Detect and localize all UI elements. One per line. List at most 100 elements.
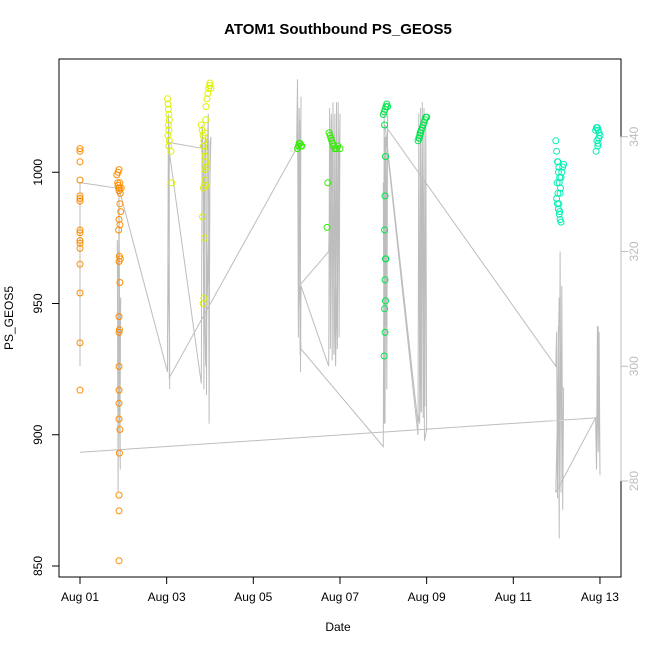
data-point — [76, 176, 84, 184]
y2-tick-label: 280 — [627, 471, 641, 491]
data-point — [168, 179, 176, 187]
x-tick-label: Aug 09 — [408, 590, 446, 604]
data-point — [381, 192, 389, 200]
data-point — [115, 313, 123, 321]
data-point — [202, 158, 210, 166]
data-point — [554, 189, 562, 197]
data-point — [592, 147, 600, 155]
data-point — [76, 229, 84, 237]
data-point — [206, 79, 214, 87]
data-point — [199, 300, 207, 307]
data-point — [556, 208, 564, 216]
data-point — [76, 237, 84, 244]
data-point — [115, 507, 123, 515]
data-point — [417, 126, 425, 134]
data-point — [165, 126, 173, 134]
data-point — [76, 239, 84, 247]
data-point — [197, 121, 205, 129]
x-tick-label: Aug 11 — [495, 590, 532, 604]
data-point — [76, 226, 84, 234]
data-point — [165, 111, 173, 118]
secondary-series-line — [79, 79, 601, 539]
data-point — [115, 226, 123, 234]
data-point — [553, 147, 561, 155]
data-point — [555, 210, 563, 218]
y-axis-label: PS_GEOS5 — [2, 286, 16, 350]
data-point — [116, 189, 124, 197]
x-tick-label: Aug 05 — [234, 590, 272, 604]
data-point — [76, 192, 84, 200]
data-point — [115, 491, 123, 499]
data-point — [382, 153, 389, 160]
data-point — [200, 294, 208, 302]
data-point — [553, 179, 561, 187]
data-point — [323, 223, 331, 231]
data-point — [381, 305, 389, 313]
data-point — [552, 137, 560, 145]
y-axis: 850 900 950 1000 — [31, 159, 60, 576]
y-tick-label: 900 — [31, 424, 45, 444]
y-tick-label: 850 — [31, 556, 45, 576]
data-point — [115, 399, 123, 407]
data-point — [76, 147, 84, 155]
data-point — [298, 142, 306, 150]
data-point — [380, 352, 388, 360]
data-point — [116, 426, 124, 433]
data-point — [201, 176, 209, 184]
data-point — [116, 279, 124, 286]
chart-title: ATOM1 Southbound PS_GEOS5 — [224, 21, 452, 38]
data-point — [115, 386, 123, 394]
data-point — [117, 208, 125, 216]
data-point — [115, 258, 123, 265]
y2-axis: 280 300 320 340 — [620, 126, 641, 491]
data-point — [117, 184, 125, 192]
data-point — [76, 339, 84, 347]
data-point — [164, 121, 172, 129]
data-point — [76, 244, 84, 252]
data-point — [116, 179, 124, 187]
data-point — [324, 179, 332, 187]
data-point — [381, 276, 389, 284]
x-tick-label: Aug 13 — [581, 590, 619, 604]
data-point — [115, 557, 123, 565]
data-point — [164, 100, 172, 108]
data-point — [384, 103, 392, 111]
data-point — [381, 121, 389, 129]
data-point — [381, 226, 389, 234]
x-tick-label: Aug 07 — [321, 590, 359, 604]
data-point — [336, 145, 344, 153]
data-point — [167, 147, 175, 155]
y-tick-label: 1000 — [31, 159, 45, 186]
data-point — [76, 386, 84, 394]
data-point — [555, 200, 563, 208]
data-point — [200, 147, 208, 155]
data-point — [76, 197, 84, 205]
data-point — [201, 166, 209, 174]
data-point — [382, 255, 390, 263]
data-point — [116, 200, 124, 208]
data-point — [594, 139, 602, 147]
y2-tick-label: 320 — [627, 241, 641, 261]
x-axis: Aug 01 Aug 03 Aug 05 Aug 07 Aug 09 Aug 11 Aug … — [61, 576, 619, 604]
data-point — [557, 218, 565, 226]
data-point — [115, 415, 123, 423]
data-point — [200, 137, 208, 145]
data-point — [202, 116, 210, 124]
secondary-series-layer — [79, 79, 601, 539]
data-point — [555, 163, 563, 171]
data-point — [165, 137, 173, 145]
data-point — [202, 103, 210, 111]
data-point — [199, 213, 207, 221]
data-point — [415, 134, 423, 142]
y-tick-label: 950 — [31, 293, 45, 313]
data-point — [115, 166, 123, 174]
data-point — [76, 145, 84, 153]
data-point — [164, 95, 171, 103]
data-point — [202, 181, 210, 189]
x-axis-label: Date — [325, 620, 351, 634]
data-point — [554, 158, 562, 166]
data-point — [207, 84, 215, 92]
data-point — [595, 134, 603, 142]
data-point — [76, 289, 84, 297]
